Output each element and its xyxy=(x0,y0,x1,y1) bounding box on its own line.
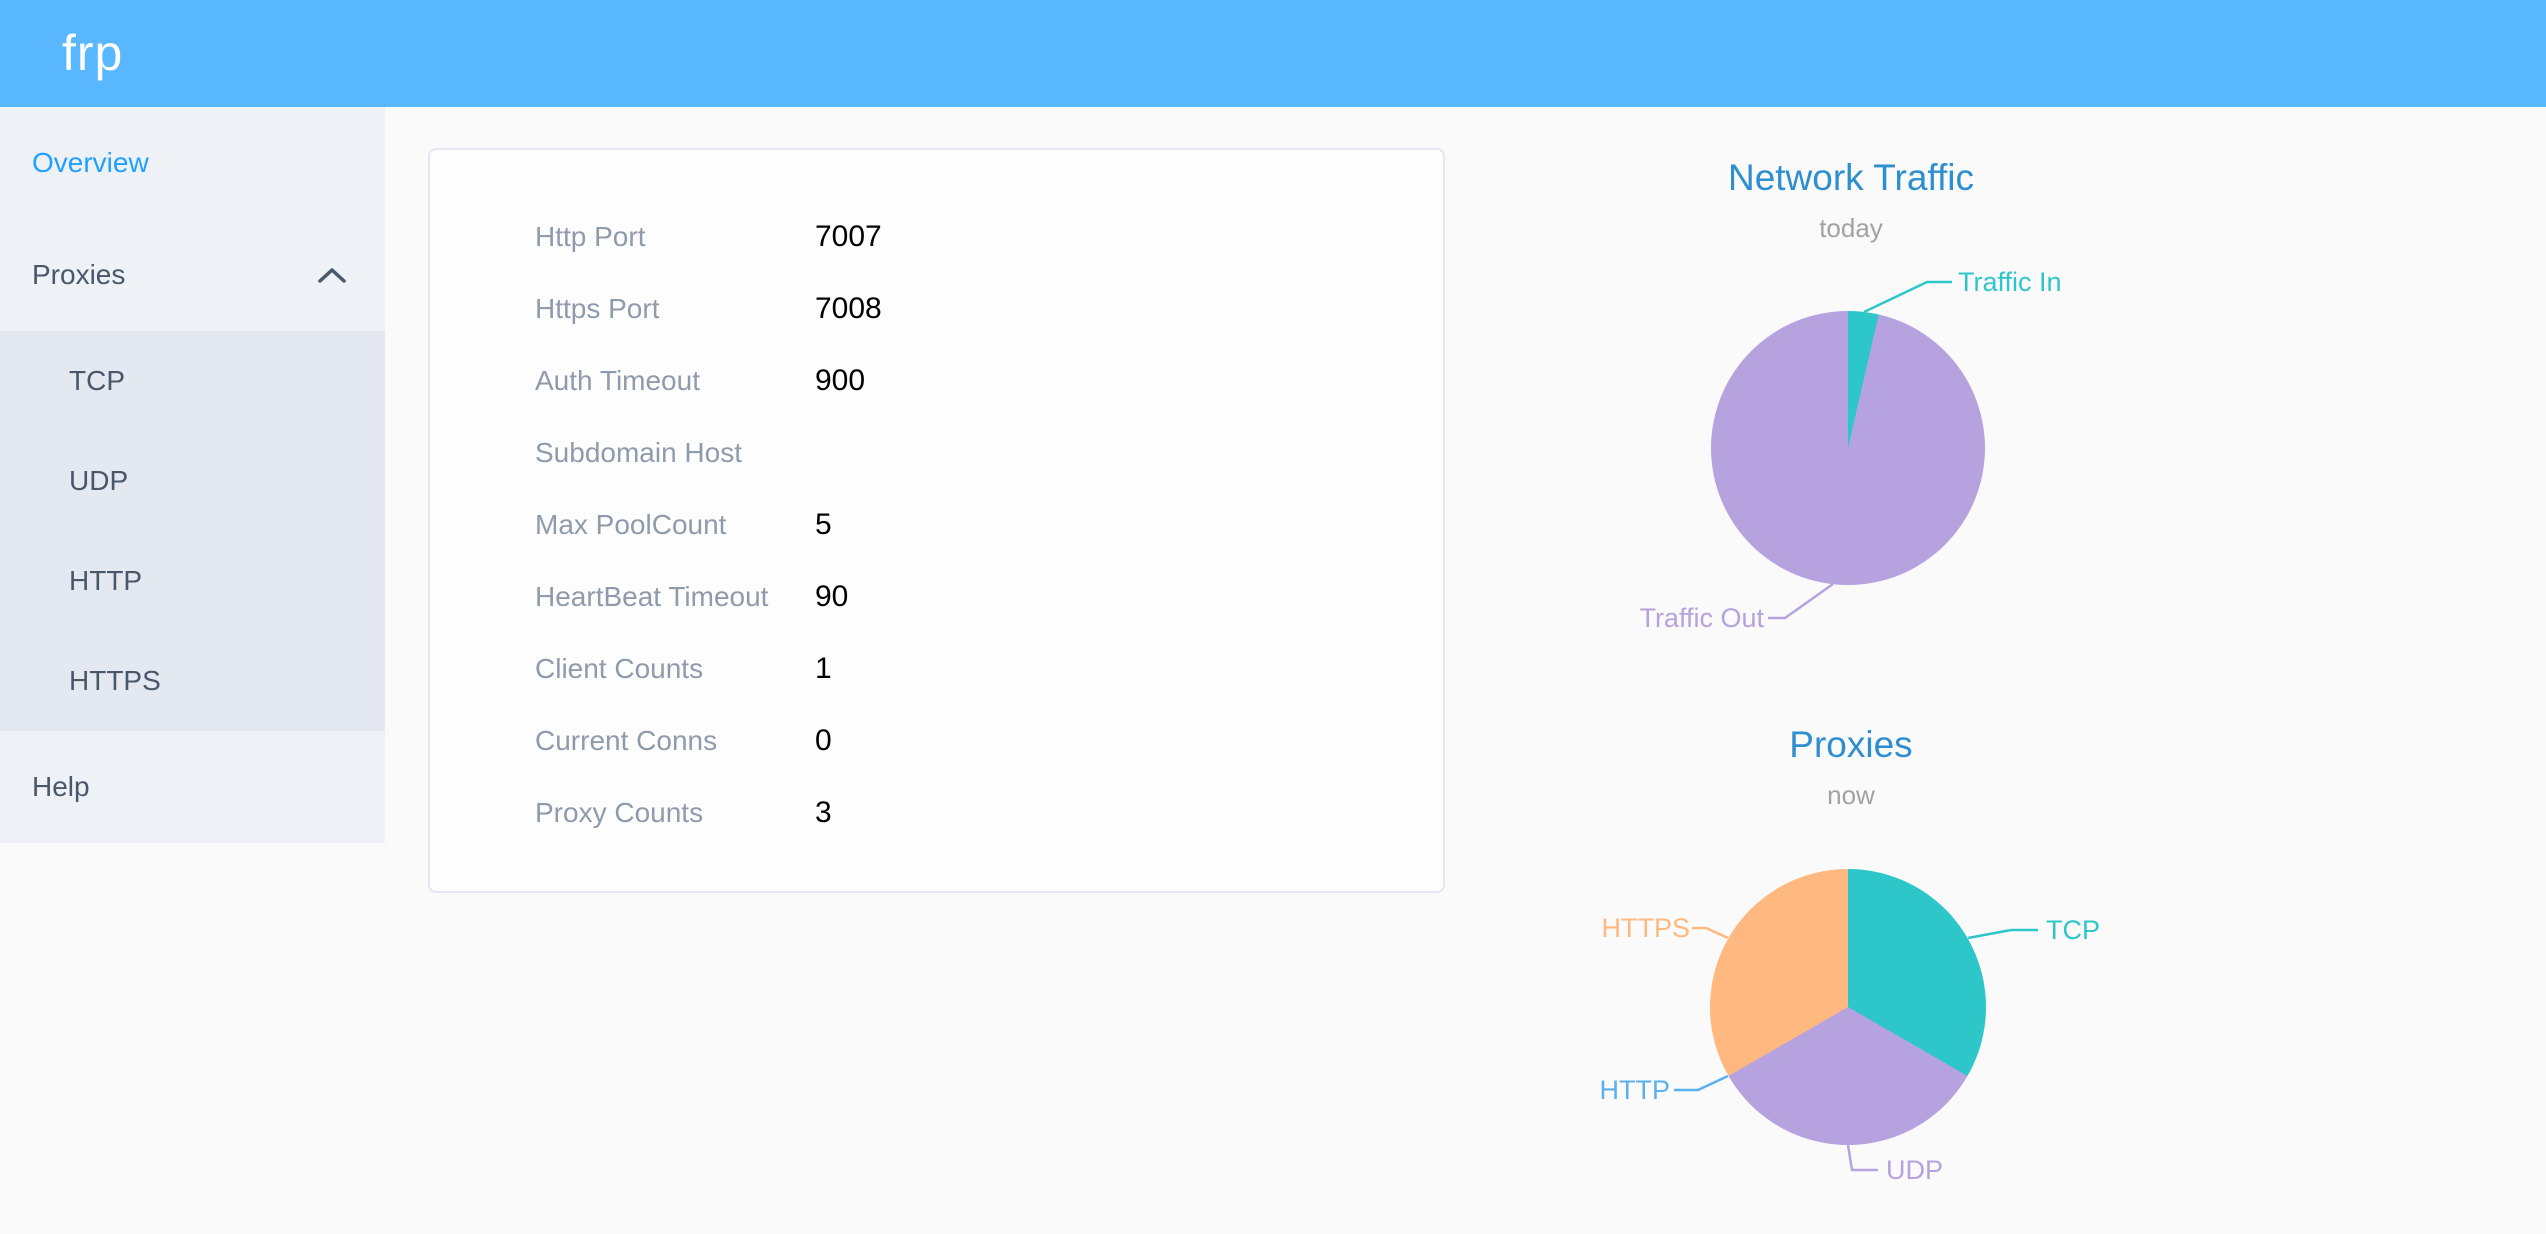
info-label: Proxy Counts xyxy=(535,797,704,828)
info-row-https-port: Https Port 7008 xyxy=(430,273,1443,345)
sidebar-item-help-label: Help xyxy=(32,771,90,802)
sidebar-nav: Overview Proxies TCP UDP HTTP HTTPS Help xyxy=(0,107,385,843)
chart-title: Network Traffic xyxy=(1727,157,1975,198)
traffic-in-leader-line xyxy=(1863,280,1952,314)
info-row-subdomain-host: Subdomain Host xyxy=(430,417,1443,489)
sidebar-item-overview-label: Overview xyxy=(32,147,149,178)
info-row-proxy-counts: Proxy Counts 3 xyxy=(430,777,1443,849)
info-label: Client Counts xyxy=(535,653,704,684)
info-value: 90 xyxy=(815,580,849,613)
chart-subtitle: today xyxy=(1819,213,1883,243)
info-value: 7008 xyxy=(815,292,882,325)
info-value: 0 xyxy=(815,724,832,757)
network-traffic-chart: Network Traffic today Traffic In Traffic… xyxy=(1506,140,2196,670)
info-value: 7007 xyxy=(815,220,882,253)
https-label: HTTPS xyxy=(1601,913,1690,943)
udp-label: UDP xyxy=(1886,1155,1944,1185)
info-value: 900 xyxy=(815,364,866,397)
sidebar-item-udp[interactable]: UDP xyxy=(69,465,129,496)
udp-leader-line xyxy=(1846,1144,1878,1172)
sidebar-item-tcp[interactable]: TCP xyxy=(69,365,125,396)
info-row-heartbeat-timeout: HeartBeat Timeout 90 xyxy=(430,561,1443,633)
info-value: 3 xyxy=(815,796,832,829)
info-label: HeartBeat Timeout xyxy=(535,581,769,612)
info-label: Http Port xyxy=(535,221,646,252)
info-row-current-conns: Current Conns 0 xyxy=(430,705,1443,777)
https-leader-line xyxy=(1692,926,1729,940)
info-row-http-port: Http Port 7007 xyxy=(430,201,1443,273)
info-row-max-poolcount: Max PoolCount 5 xyxy=(430,489,1443,561)
proxies-chart: Proxies now TCP UDP HTTPS HTTP xyxy=(1506,700,2196,1234)
info-row-client-counts: Client Counts 1 xyxy=(430,633,1443,705)
frp-logo: frp xyxy=(62,25,124,81)
info-value: 5 xyxy=(815,508,832,541)
info-label: Https Port xyxy=(535,293,660,324)
proxies-submenu: TCP UDP HTTP HTTPS xyxy=(0,331,385,731)
tcp-label: TCP xyxy=(2046,915,2100,945)
info-label: Auth Timeout xyxy=(535,365,700,396)
http-label: HTTP xyxy=(1599,1075,1671,1105)
info-value: 1 xyxy=(815,652,832,685)
chevron-up-icon xyxy=(318,268,346,283)
sidebar-item-proxies-label: Proxies xyxy=(32,259,126,290)
sidebar-item-help[interactable]: Help xyxy=(0,731,385,843)
sidebar-item-http[interactable]: HTTP xyxy=(69,565,143,596)
traffic-in-label: Traffic In xyxy=(1958,267,2062,297)
http-leader-line xyxy=(1674,1074,1729,1092)
sidebar-item-https[interactable]: HTTPS xyxy=(69,665,161,696)
network-traffic-pie[interactable] xyxy=(1711,311,1985,585)
app-header: frp xyxy=(0,0,2546,107)
info-row-auth-timeout: Auth Timeout 900 xyxy=(430,345,1443,417)
info-label: Max PoolCount xyxy=(535,509,727,540)
sidebar-item-overview[interactable]: Overview xyxy=(0,107,385,219)
server-info-card: Http Port 7007 Https Port 7008 Auth Time… xyxy=(428,148,1445,893)
sidebar-item-proxies[interactable]: Proxies xyxy=(0,219,385,331)
chart-subtitle: now xyxy=(1827,780,1875,810)
info-label: Subdomain Host xyxy=(535,437,743,468)
proxies-pie[interactable] xyxy=(1710,869,1986,1145)
chart-title: Proxies xyxy=(1789,724,1913,765)
traffic-out-label: Traffic Out xyxy=(1639,603,1764,633)
info-label: Current Conns xyxy=(535,725,718,756)
tcp-leader-line xyxy=(1967,928,2038,940)
traffic-out-leader-line xyxy=(1768,582,1834,620)
